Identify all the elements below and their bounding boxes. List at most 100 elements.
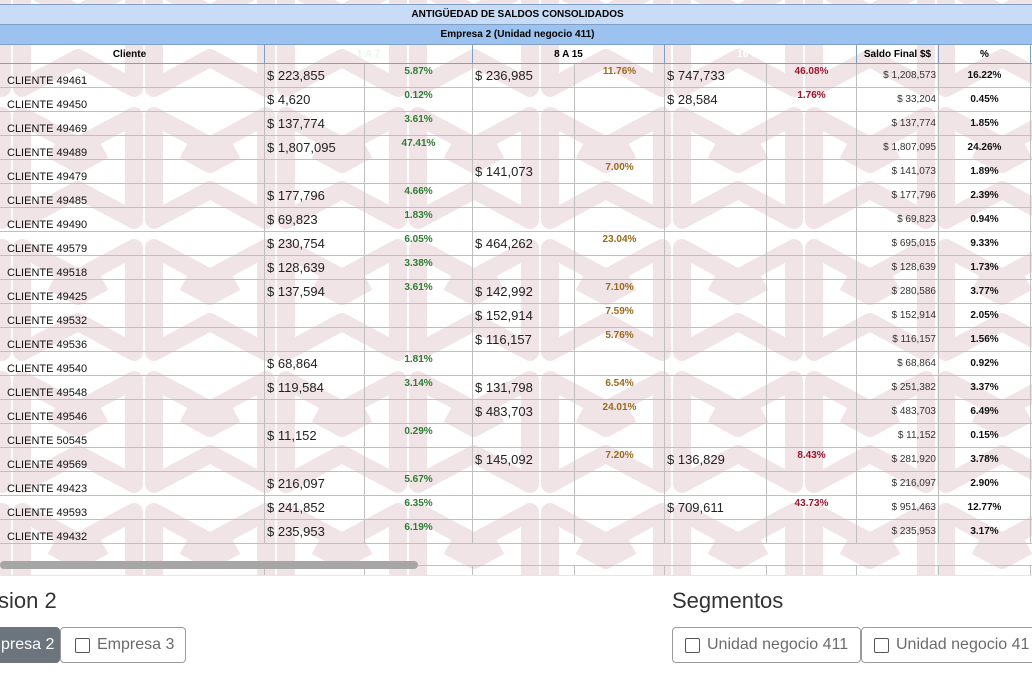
percent-8-15 [574,471,665,496]
percent-16-plus [766,159,857,184]
amount-1-7: $ 216,097 [264,471,365,496]
percent-total-cell: 9.33% [938,231,1031,256]
total-row: $3,811,450.95100%$2,014,975.80100%$1,622… [0,565,1032,576]
horizontal-scrollbar[interactable] [0,561,418,569]
header-bucket-1-7: 1 A 7 [264,44,473,64]
amount-16-plus [664,399,767,424]
amount-8-15 [472,135,575,160]
percent-16-plus [766,135,857,160]
client-cell: CLIENTE 49548 [0,375,265,400]
saldo-final-cell: $ 235,953 [856,519,939,544]
client-cell: CLIENTE 49579 [0,231,265,256]
amount-8-15: $ 464,262 [472,231,575,256]
table-row: CLIENTE 49536 $ 116,157 5.76% $ 116,157 1.56… [0,327,1032,352]
amount-8-15 [472,519,575,544]
percent-16-plus [766,207,857,232]
saldo-final-cell: $ 216,097 [856,471,939,496]
amount-1-7: $ 69,823 [264,207,365,232]
percent-8-15 [574,111,665,136]
percent-1-7: 47.41% [364,135,473,160]
percent-1-7: 6.35% [364,495,473,520]
amount-16-plus [664,207,767,232]
amount-16-plus [664,183,767,208]
percent-1-7: 5.67% [364,471,473,496]
percent-16-plus [766,255,857,280]
amount-16-plus [664,159,767,184]
saldo-final-cell: $ 483,703 [856,399,939,424]
percent-16-plus [766,519,857,544]
table-row: CLIENTE 49532 $ 152,914 7.59% $ 152,914 2.05… [0,303,1032,328]
percent-total-cell: 3.17% [938,519,1031,544]
checkbox-icon[interactable] [75,637,90,653]
amount-16-plus [664,327,767,352]
table-row: CLIENTE 49579 $ 230,754 6.05% $ 464,262 23.0… [0,231,1032,256]
filler-cell [1029,565,1032,576]
table-row: CLIENTE 49423 $ 216,097 5.67% $ 216,097 2.90… [0,471,1032,496]
checkbox-icon[interactable] [685,637,700,653]
percent-1-7: 6.05% [364,231,473,256]
amount-1-7: $ 4,620 [264,87,365,112]
amount-8-15 [472,351,575,376]
amount-1-7: $ 1,807,095 [264,135,365,160]
amount-1-7: $ 137,774 [264,111,365,136]
percent-8-15: 6.54% [574,375,665,400]
checkbox-icon[interactable] [874,637,889,653]
percent-1-7 [364,447,473,472]
amount-8-15 [472,471,575,496]
table-row: CLIENTE 49450 $ 4,620 0.12% $ 28,584 1.76% $ … [0,87,1032,112]
header-percent: % [938,44,1031,64]
amount-8-15 [472,495,575,520]
percent-1-7: 6.19% [364,519,473,544]
spacer-cell [472,543,575,566]
client-cell: CLIENTE 49546 [0,399,265,424]
amount-8-15 [472,255,575,280]
percent-16-plus [766,231,857,256]
report-subtitle: Empresa 2 (Unidad negocio 411) [0,24,1032,45]
amount-8-15: $ 141,073 [472,159,575,184]
percent-16-plus [766,303,857,328]
client-cell: CLIENTE 49425 [0,279,265,304]
amount-16-plus [664,135,767,160]
amount-8-15: $ 116,157 [472,327,575,352]
spacer-cell [766,543,857,566]
amount-16-plus: $ 28,584 [664,87,767,112]
percent-8-15 [574,207,665,232]
percent-1-7: 3.61% [364,279,473,304]
percent-total-cell: 2.05% [938,303,1031,328]
amount-8-15 [472,207,575,232]
saldo-final-cell: $ 116,157 [856,327,939,352]
client-cell: CLIENTE 49536 [0,327,265,352]
slicer-item-label: Unidad negocio 411 [707,636,849,653]
slicer-item-empresa-2[interactable]: presa 2 [0,627,60,663]
client-cell: CLIENTE 49469 [0,111,265,136]
percent-total-cell: 2.90% [938,471,1031,496]
amount-8-15: $ 131,798 [472,375,575,400]
table-row: CLIENTE 49432 $ 235,953 6.19% $ 235,953 3.17… [0,519,1032,544]
percent-8-15 [574,135,665,160]
client-cell: CLIENTE 49532 [0,303,265,328]
saldo-final-cell: $ 1,208,573 [856,63,939,88]
percent-8-15: 7.00% [574,159,665,184]
amount-16-plus: $ 709,611 [664,495,767,520]
slicer-item-unidad-41x[interactable]: Unidad negocio 41 [861,627,1032,663]
table-row: CLIENTE 49461 $ 223,855 5.87% $ 236,985 11.7… [0,63,1032,88]
percent-total-cell: 1.56% [938,327,1031,352]
saldo-final-cell: $ 69,823 [856,207,939,232]
saldo-final-cell: $ 1,807,095 [856,135,939,160]
percent-total-cell: 1.89% [938,159,1031,184]
percent-total-cell: 0.92% [938,351,1031,376]
percent-1-7 [364,327,473,352]
table-row: CLIENTE 49518 $ 128,639 3.38% $ 128,639 1.73… [0,255,1032,280]
saldo-final-cell: $ 11,152 [856,423,939,448]
amount-1-7: $ 177,796 [264,183,365,208]
spacer-cell [856,543,939,566]
percent-16-plus [766,423,857,448]
percent-8-15 [574,423,665,448]
slicer-item-unidad-411[interactable]: Unidad negocio 411 [672,627,861,663]
percent-8-15 [574,87,665,112]
slicer-item-empresa-3[interactable]: Empresa 3 [60,627,186,663]
table-row: CLIENTE 49548 $ 119,584 3.14% $ 131,798 6.54… [0,375,1032,400]
amount-1-7: $ 235,953 [264,519,365,544]
percent-8-15 [574,495,665,520]
amount-1-7 [264,447,365,472]
